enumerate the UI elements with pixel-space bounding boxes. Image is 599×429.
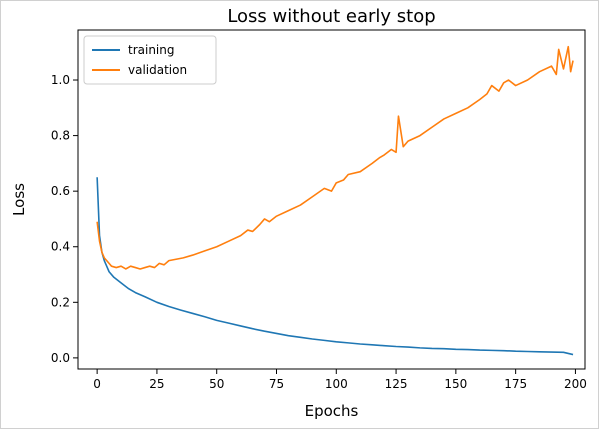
y-tick-label: 0.8	[51, 129, 70, 143]
legend-label-validation: validation	[128, 63, 187, 77]
series-line-training	[96, 177, 574, 356]
y-tick-label: 0.0	[51, 351, 70, 365]
y-tick-label: 0.2	[51, 295, 70, 309]
x-axis: 0 25 50 75 100 125 150 175 200	[93, 369, 587, 391]
x-tick-label: 100	[325, 377, 348, 391]
legend-box	[83, 35, 217, 85]
x-tick-label: 200	[564, 377, 587, 391]
x-tick-label: 125	[385, 377, 408, 391]
y-tick-label: 1.0	[51, 73, 70, 87]
x-tick-label: 75	[269, 377, 284, 391]
x-tick-label: 175	[504, 377, 527, 391]
x-tick-label: 0	[93, 377, 101, 391]
x-tick-label: 25	[149, 377, 164, 391]
plot-area	[77, 29, 586, 370]
x-tick-label: 50	[209, 377, 224, 391]
y-tick-label: 0.6	[51, 184, 70, 198]
series-layer	[96, 45, 574, 356]
y-tick-label: 0.4	[51, 240, 70, 254]
legend: training validation	[83, 35, 217, 85]
legend-label-training: training	[128, 43, 175, 57]
x-tick-label: 150	[444, 377, 467, 391]
y-axis-title: Loss	[10, 183, 28, 216]
chart-title: Loss without early stop	[227, 6, 435, 27]
x-axis-title: Epochs	[305, 402, 359, 420]
series-line-validation	[96, 45, 574, 270]
y-axis: 0.0 0.2 0.4 0.6 0.8 1.0	[51, 73, 78, 365]
